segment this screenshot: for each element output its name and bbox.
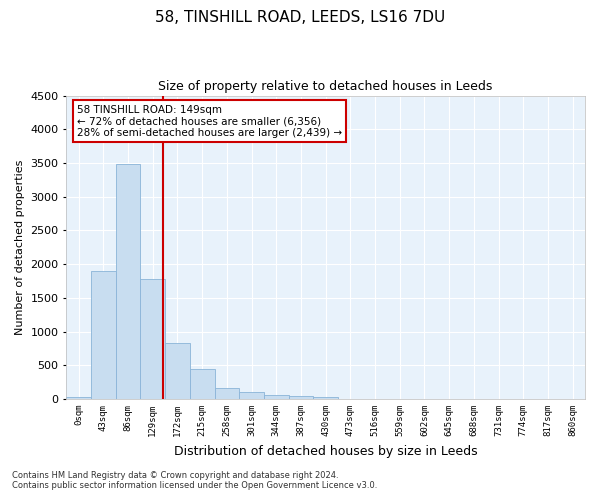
- Title: Size of property relative to detached houses in Leeds: Size of property relative to detached ho…: [158, 80, 493, 93]
- Bar: [313, 397, 338, 399]
- Bar: [190, 368, 215, 399]
- Text: Contains HM Land Registry data © Crown copyright and database right 2024.
Contai: Contains HM Land Registry data © Crown c…: [12, 470, 377, 490]
- Bar: [165, 343, 190, 399]
- Y-axis label: Number of detached properties: Number of detached properties: [15, 160, 25, 335]
- Text: 58 TINSHILL ROAD: 149sqm
← 72% of detached houses are smaller (6,356)
28% of sem: 58 TINSHILL ROAD: 149sqm ← 72% of detach…: [77, 104, 342, 138]
- X-axis label: Distribution of detached houses by size in Leeds: Distribution of detached houses by size …: [174, 444, 478, 458]
- Bar: [91, 271, 116, 399]
- Bar: [116, 164, 140, 399]
- Bar: [140, 279, 165, 399]
- Bar: [239, 392, 264, 399]
- Bar: [264, 395, 289, 399]
- Bar: [215, 388, 239, 399]
- Bar: [289, 396, 313, 399]
- Text: 58, TINSHILL ROAD, LEEDS, LS16 7DU: 58, TINSHILL ROAD, LEEDS, LS16 7DU: [155, 10, 445, 25]
- Bar: [67, 397, 91, 399]
